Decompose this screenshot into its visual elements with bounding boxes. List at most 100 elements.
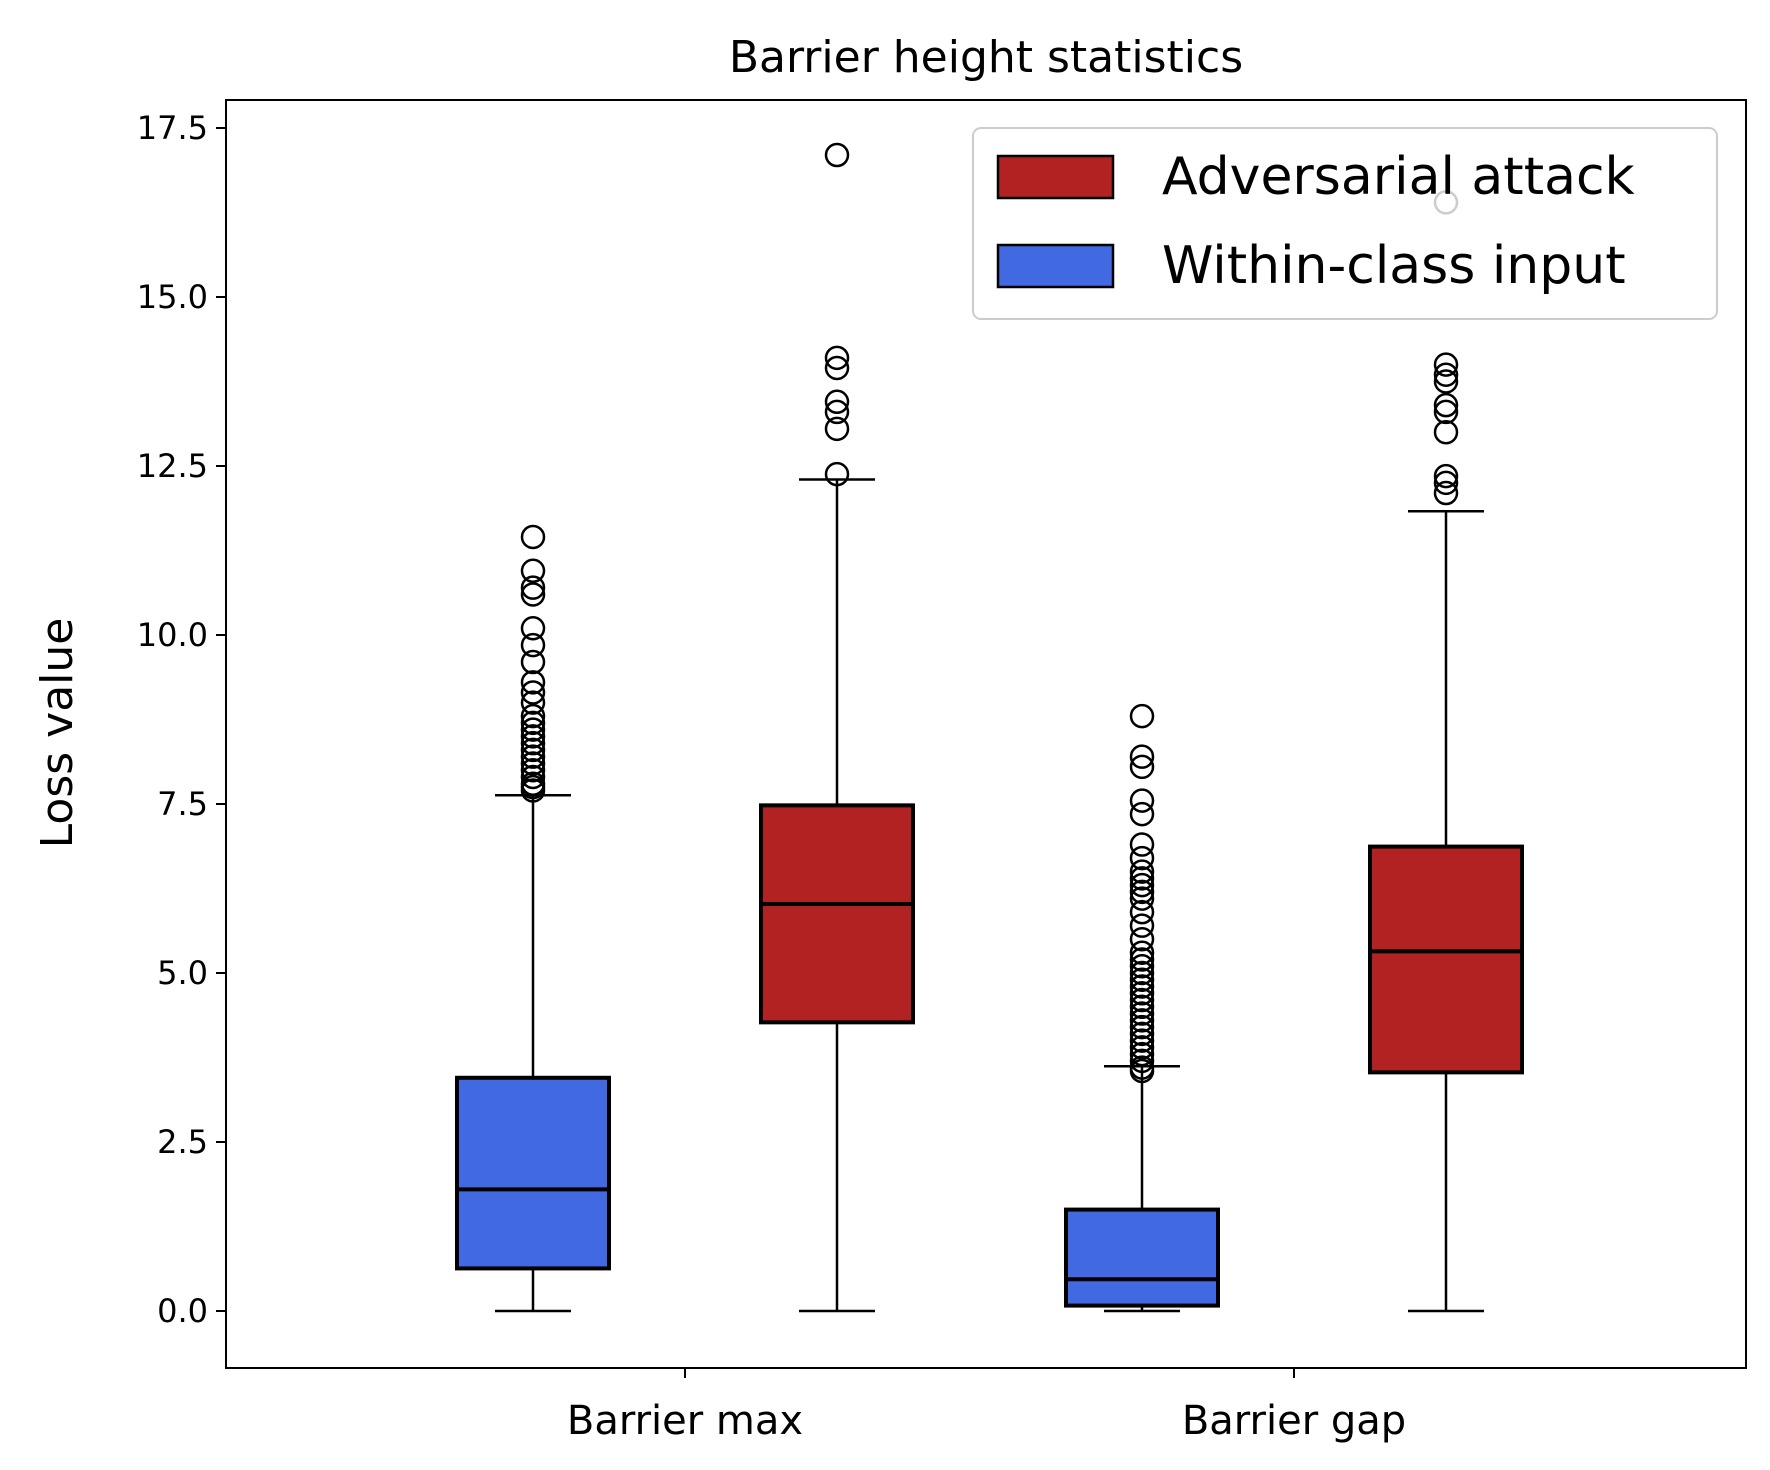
outlier-point — [1129, 1014, 1155, 1040]
legend-label-adversarial: Adversarial attack — [1162, 147, 1635, 207]
outlier-point — [520, 649, 546, 675]
x-tick-label: Barrier max — [567, 1398, 803, 1444]
outlier-point — [520, 582, 546, 607]
outlier-point — [1129, 788, 1155, 813]
outlier-point — [1129, 866, 1155, 891]
outlier-point — [1433, 392, 1459, 418]
outlier-point — [1433, 463, 1459, 489]
outlier-point — [1129, 1035, 1155, 1060]
x-tick-label: Barrier gap — [1182, 1398, 1406, 1444]
outlier-point — [1129, 832, 1155, 857]
outlier-point — [1433, 362, 1459, 387]
outlier-point — [1129, 947, 1155, 972]
outlier-point — [824, 345, 850, 371]
outlier-point — [1129, 845, 1155, 871]
outlier-point — [1129, 703, 1155, 729]
outlier-point — [1129, 872, 1155, 898]
outlier-point — [520, 575, 546, 600]
outlier-point — [824, 399, 850, 425]
outlier-point — [1129, 974, 1155, 999]
outlier-point — [1129, 940, 1155, 965]
outlier-point — [1129, 1021, 1155, 1047]
outlier-point — [1433, 352, 1459, 377]
iqr-box — [1368, 844, 1524, 1075]
outlier-point — [1433, 480, 1459, 506]
y-tick-label: 15.0 — [137, 278, 208, 316]
outlier-point — [1129, 1028, 1155, 1053]
outlier-point — [520, 524, 546, 550]
outlier-point — [1129, 953, 1155, 979]
axes-frame — [225, 99, 1747, 1369]
outlier-point — [520, 680, 546, 705]
outlier-point — [1129, 899, 1155, 925]
outlier-point — [1129, 913, 1155, 938]
legend-swatch-adversarial — [996, 154, 1115, 200]
outlier-point — [520, 690, 546, 715]
outlier-point — [824, 389, 850, 415]
box-adversarial-1 — [1368, 190, 1524, 1313]
outlier-point — [520, 744, 546, 769]
y-tick-label: 5.0 — [157, 954, 208, 992]
outlier-point — [520, 757, 546, 783]
outlier-point — [1433, 369, 1459, 394]
outlier-point — [1129, 926, 1155, 952]
outlier-point — [520, 764, 546, 790]
outlier-point — [520, 751, 546, 776]
box-adversarial-0 — [759, 142, 915, 1313]
outlier-point — [1129, 981, 1155, 1006]
outlier-point — [520, 558, 546, 584]
outlier-point — [520, 724, 546, 749]
outlier-point — [1129, 967, 1155, 993]
outlier-point — [1129, 987, 1155, 1013]
outlier-point — [520, 710, 546, 736]
outlier-point — [1433, 419, 1459, 445]
outlier-point — [824, 461, 850, 487]
outlier-point — [520, 615, 546, 641]
outlier-point — [520, 737, 546, 763]
outlier-point — [1129, 1055, 1155, 1080]
outlier-point — [1129, 754, 1155, 780]
outlier-point — [520, 771, 546, 796]
plot-layer — [455, 142, 1524, 1313]
y-tick-label: 17.5 — [137, 109, 208, 147]
outlier-point — [824, 416, 850, 442]
outlier-point — [1129, 1041, 1155, 1067]
box-within-class-1 — [1064, 703, 1220, 1313]
outlier-point — [1433, 470, 1459, 496]
outlier-point — [520, 730, 546, 756]
iqr-box — [759, 803, 915, 1025]
y-axis-label: Loss value — [32, 618, 83, 849]
legend-swatch-within-class — [996, 243, 1115, 289]
outlier-point — [520, 717, 546, 742]
outlier-point — [1129, 886, 1155, 911]
outlier-point — [1129, 1048, 1155, 1074]
outlier-point — [1129, 960, 1155, 986]
outlier-point — [1129, 1001, 1155, 1026]
outlier-point — [1129, 801, 1155, 827]
box-within-class-0 — [455, 524, 611, 1313]
outlier-point — [520, 670, 546, 695]
outlier-point — [1433, 399, 1459, 425]
chart-title: Barrier height statistics — [729, 32, 1243, 83]
outlier-point — [1129, 744, 1155, 769]
outlier-point — [1129, 1008, 1155, 1033]
outlier-point — [1129, 859, 1155, 884]
y-tick-label: 12.5 — [137, 447, 208, 485]
legend-frame — [972, 127, 1718, 320]
legend: Adversarial attack Within-class input — [972, 127, 1718, 320]
iqr-box — [1064, 1207, 1220, 1308]
outlier-point — [824, 355, 850, 381]
y-tick-label: 10.0 — [137, 616, 208, 654]
x-axis: Barrier max Barrier gap — [567, 1368, 1406, 1444]
y-axis: 0.0 2.5 5.0 7.5 10.0 12.5 15.0 17.5 — [137, 109, 226, 1330]
outlier-point — [520, 632, 546, 658]
outlier-point — [1129, 879, 1155, 905]
legend-label-within-class: Within-class input — [1162, 236, 1626, 296]
y-tick-label: 2.5 — [157, 1123, 208, 1161]
outlier-point — [1129, 994, 1155, 1020]
y-tick-label: 7.5 — [157, 785, 208, 823]
outlier-point — [824, 142, 850, 168]
iqr-box — [455, 1075, 611, 1271]
outlier-point — [520, 703, 546, 729]
